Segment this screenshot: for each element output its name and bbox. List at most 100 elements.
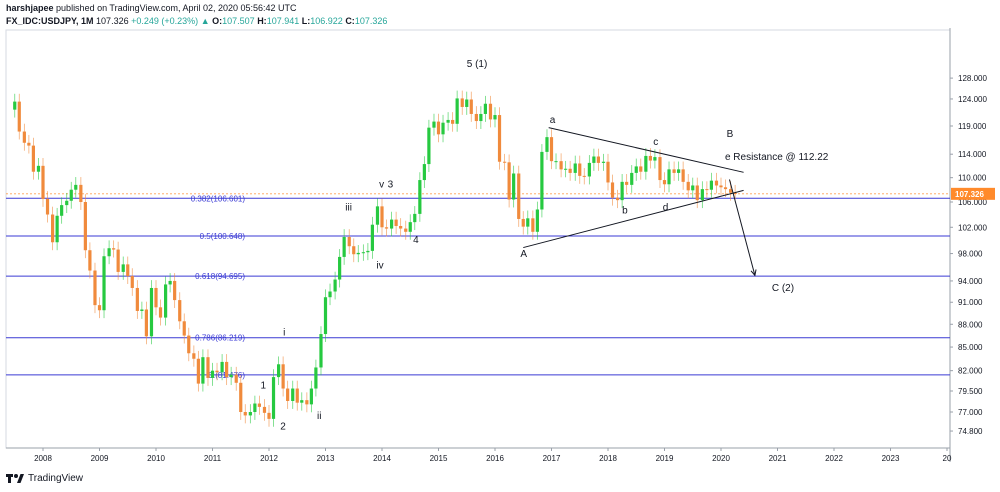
candle-body (215, 370, 219, 373)
wave-label: v (379, 179, 384, 190)
candle-body (540, 151, 544, 210)
price-tick-label: 119.000 (958, 122, 987, 131)
candle-body (375, 206, 380, 225)
candle-body (601, 161, 606, 163)
candle-body (220, 361, 224, 373)
candle-body (691, 185, 695, 191)
candle-body (733, 192, 737, 194)
plot-frame (5, 29, 951, 449)
low-label: L: (301, 16, 311, 26)
time-tick-label: 2020 (712, 454, 730, 463)
candle-body (22, 131, 26, 143)
candle-body (347, 237, 351, 247)
candle-body (121, 264, 125, 272)
candle-body (667, 169, 671, 185)
candle-body (465, 99, 469, 107)
candle-body (578, 163, 582, 176)
publish-info: harshjapee published on TradingView.com,… (6, 3, 297, 13)
fib-level-label: 0.5(100.648) (200, 232, 246, 241)
open-value: 107.507 (222, 16, 255, 26)
candle-body (616, 197, 620, 201)
candle-body (333, 279, 337, 292)
candle-body (352, 246, 356, 255)
candle-body (587, 162, 591, 177)
candle-body (168, 280, 172, 285)
candle-body (158, 307, 163, 318)
candle-body (648, 155, 652, 161)
time-tick-label: 2009 (91, 454, 109, 463)
candle-body (662, 180, 667, 185)
candle-body (483, 103, 487, 114)
candle-body (573, 163, 577, 173)
price-tick-label: 106.000 (958, 198, 987, 207)
candle-body (422, 164, 426, 181)
candle-body (535, 209, 539, 232)
change-value: +0.249 (+0.23%) (131, 16, 199, 26)
arrow-head-icon (750, 269, 757, 277)
candle-body (427, 127, 431, 165)
wave-label: b (622, 205, 628, 216)
wave-label: c (653, 137, 658, 148)
candle-body (107, 248, 111, 257)
candle-body (239, 382, 243, 412)
fib-level-label: 0.618(94.695) (195, 272, 245, 281)
brand-name[interactable]: TradingView (28, 472, 84, 484)
candle-body (277, 364, 281, 378)
candle-body (305, 400, 309, 405)
candle-body (441, 122, 445, 135)
trend-line (548, 127, 744, 173)
candle-body (234, 374, 238, 383)
candle-body (658, 157, 662, 181)
wave-label: 1 (261, 381, 267, 392)
candle-body (620, 181, 624, 201)
candle-body (210, 370, 215, 378)
publish-text: published on TradingView.com, April 02, … (56, 3, 297, 13)
candle-body (634, 166, 638, 173)
wave-label: iv (376, 260, 383, 271)
candle-body (97, 305, 102, 311)
candle-body (248, 412, 252, 416)
last-price: 107.326 (96, 16, 129, 26)
candle-body (526, 218, 530, 227)
price-tick-label: 98.000 (958, 250, 983, 259)
candle-body (201, 357, 205, 384)
candle-body (497, 115, 502, 162)
price-tick-label: 94.000 (958, 277, 983, 286)
candle-body (507, 162, 511, 200)
author-name[interactable]: harshjapee (6, 3, 54, 13)
wave-label: ii (317, 411, 321, 422)
wave-label: 3 (388, 179, 394, 190)
candle-body (512, 173, 516, 200)
candle-body (705, 189, 709, 191)
candle-body (243, 412, 247, 416)
candle-body (630, 172, 634, 185)
candle-body (503, 161, 507, 163)
candle-body (187, 335, 191, 354)
time-tick-label: 20 (943, 454, 952, 463)
symbol-label: FX_IDC:USDJPY, 1M (6, 16, 94, 26)
candle-body (436, 121, 441, 135)
candle-body (144, 309, 148, 337)
wave-label: 5 (1) (467, 59, 488, 70)
candle-body (700, 189, 704, 201)
candle-body (182, 321, 186, 336)
candle-body (531, 218, 535, 232)
candle-body (154, 287, 158, 308)
candle-body (681, 169, 685, 182)
fib-level-label: 0.382(106.601) (191, 194, 246, 203)
candle-body (370, 224, 374, 251)
symbol-info: FX_IDC:USDJPY, 1M 107.326 +0.249 (+0.23%… (6, 16, 387, 26)
candle-body (451, 119, 455, 124)
candle-body (83, 202, 87, 251)
candle-body (126, 264, 130, 277)
candle-body (695, 185, 699, 201)
candle-body (192, 353, 196, 359)
candle-body (686, 181, 690, 191)
candle-body (281, 364, 285, 389)
price-tick-label: 128.000 (958, 74, 987, 83)
candle-body (262, 406, 267, 413)
candle-body (408, 222, 412, 232)
candle-body (399, 225, 403, 229)
candle-body (554, 161, 558, 163)
